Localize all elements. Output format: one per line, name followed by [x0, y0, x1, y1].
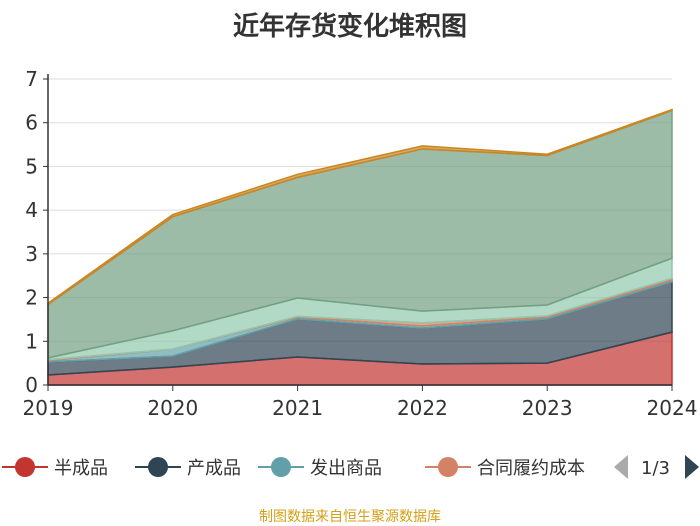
legend-prev-icon[interactable] [614, 455, 628, 479]
chart-title: 近年存货变化堆积图 [232, 12, 467, 42]
legend-label: 发出商品 [310, 458, 382, 479]
y-tick-label: 4 [25, 198, 38, 222]
legend-marker [148, 457, 168, 477]
y-tick-label: 0 [25, 373, 38, 397]
y-tick-label: 3 [25, 242, 38, 266]
legend-marker [15, 457, 35, 477]
y-tick-label: 1 [25, 329, 38, 353]
y-tick-label: 2 [25, 286, 38, 310]
legend-marker [438, 457, 458, 477]
legend-marker [271, 457, 291, 477]
x-tick-label: 2020 [147, 396, 198, 420]
legend-page-indicator: 1/3 [641, 458, 670, 479]
x-tick-label: 2019 [23, 396, 74, 420]
x-tick-label: 2021 [272, 396, 323, 420]
data-source-footer: 制图数据来自恒生聚源数据库 [259, 509, 441, 525]
y-tick-label: 6 [25, 111, 38, 135]
legend-label: 合同履约成本 [477, 458, 585, 479]
x-tick-label: 2022 [397, 396, 448, 420]
legend-next-icon[interactable] [685, 455, 699, 479]
area-series-6 [47, 108, 673, 307]
legend-label: 产成品 [187, 458, 241, 479]
x-tick-label: 2023 [522, 396, 573, 420]
y-tick-label: 5 [25, 154, 38, 178]
x-tick-label: 2024 [647, 396, 698, 420]
y-tick-label: 7 [25, 67, 38, 91]
legend-label: 半成品 [54, 458, 108, 479]
